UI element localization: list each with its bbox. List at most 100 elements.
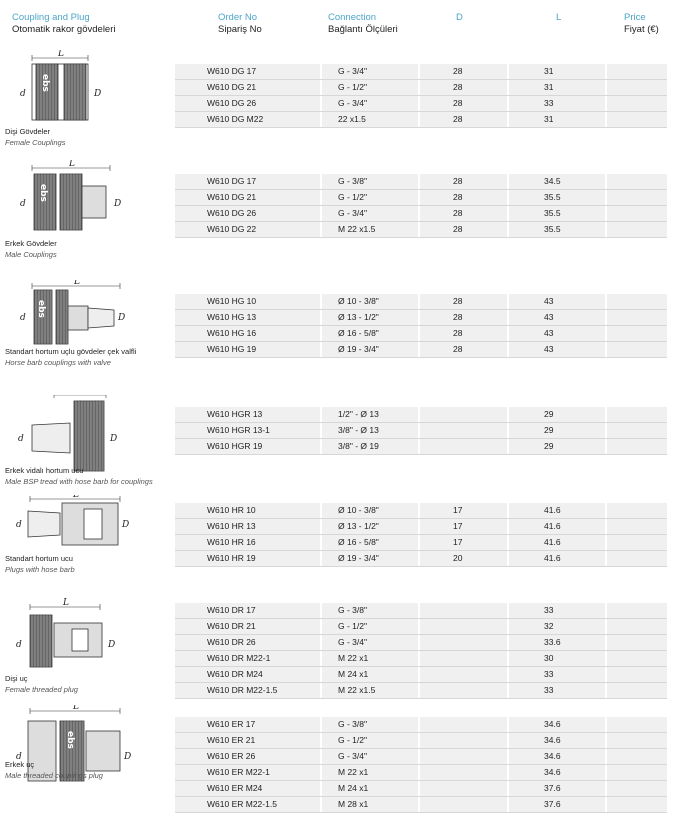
connection-cell: G - 3/8" — [338, 176, 367, 186]
l-cell: 35.5 — [544, 224, 561, 234]
diameter-cap-label: D — [117, 313, 125, 323]
d-cell: 28 — [453, 312, 463, 322]
order-no-cell: W610 HR 13 — [207, 521, 256, 531]
order-no-cell: W610 DG 21 — [207, 192, 257, 202]
column-divider — [320, 294, 322, 309]
column-divider — [418, 190, 420, 205]
product-rows: W610 DR 17 G - 3/8" 33 W610 DR 21 G - 1/2" 32… — [175, 603, 667, 699]
column-divider — [320, 190, 322, 205]
l-cell: 41.6 — [544, 521, 561, 531]
order-no-cell: W610 ER M24 — [207, 783, 263, 793]
column-divider — [507, 635, 509, 650]
column-divider — [418, 635, 420, 650]
column-divider — [320, 667, 322, 682]
order-no-cell: W610 HG 10 — [207, 296, 257, 306]
d-cell: 28 — [453, 114, 463, 124]
l-cell: 33 — [544, 685, 554, 695]
connection-cell: G - 3/8" — [338, 719, 367, 729]
column-divider — [418, 326, 420, 341]
column-divider — [605, 407, 607, 422]
length-dimension-label: L — [62, 598, 69, 608]
column-divider — [605, 503, 607, 518]
column-divider — [605, 619, 607, 634]
l-cell: 43 — [544, 328, 554, 338]
caption-tr: Standart hortum uçlu gövdeler çek valfli — [5, 347, 137, 356]
table-row: W610 DR M24 M 24 x1 33 — [175, 667, 667, 683]
column-divider — [418, 439, 420, 454]
table-row: W610 DG 21 G - 1/2" 28 35.5 — [175, 190, 667, 206]
order-no-cell: W610 HGR 13-1 — [207, 425, 270, 435]
column-divider — [320, 733, 322, 748]
l-cell: 34.6 — [544, 767, 561, 777]
column-divider — [507, 781, 509, 796]
connection-cell: M 24 x1 — [338, 783, 369, 793]
product-rows: W610 HGR 13 1/2" - Ø 13 29 W610 HGR 13-1 3/8… — [175, 407, 667, 455]
column-divider — [507, 503, 509, 518]
order-no-cell: W610 DG 26 — [207, 208, 257, 218]
header-product: Coupling and Plug Otomatik rakor gövdele… — [12, 12, 115, 36]
order-no-cell: W610 ER M22-1 — [207, 767, 270, 777]
product-caption: Erkek vidalı hortum ucu Male BSP tread wi… — [5, 465, 153, 487]
column-divider — [507, 619, 509, 634]
length-dimension-label: L — [72, 495, 79, 500]
column-divider — [418, 619, 420, 634]
connection-cell: M 22 x1.5 — [338, 224, 376, 234]
column-divider — [320, 519, 322, 534]
column-divider — [507, 80, 509, 95]
caption-en: Female Couplings — [5, 138, 66, 147]
column-divider — [605, 535, 607, 550]
column-divider — [605, 342, 607, 357]
column-divider — [507, 519, 509, 534]
l-cell: 34.5 — [544, 176, 561, 186]
d-cell: 17 — [453, 521, 463, 531]
diameter-label: d — [16, 752, 22, 762]
connection-cell: G - 3/4" — [338, 751, 367, 761]
caption-tr: Erkek uç — [5, 760, 35, 769]
order-no-cell: W610 HG 19 — [207, 344, 257, 354]
column-divider — [507, 535, 509, 550]
column-divider — [320, 635, 322, 650]
connection-cell: 1/2" - Ø 13 — [338, 409, 379, 419]
l-cell: 31 — [544, 114, 554, 124]
column-divider — [605, 326, 607, 341]
male-bsp-hose-barb-drawing: Ld D — [10, 395, 170, 505]
table-row: W610 DR 21 G - 1/2" 32 — [175, 619, 667, 635]
d-cell: 28 — [453, 66, 463, 76]
column-divider — [507, 749, 509, 764]
caption-en: Horse barb couplings with valve — [5, 358, 111, 367]
column-divider — [605, 96, 607, 111]
column-divider — [605, 294, 607, 309]
column-divider — [418, 80, 420, 95]
diameter-cap-label: D — [107, 640, 115, 650]
column-divider — [418, 519, 420, 534]
l-cell: 31 — [544, 82, 554, 92]
column-divider — [320, 96, 322, 111]
order-no-cell: W610 HG 16 — [207, 328, 257, 338]
column-divider — [507, 64, 509, 79]
column-divider — [507, 551, 509, 566]
connection-cell: 3/8" - Ø 13 — [338, 425, 379, 435]
column-divider — [320, 551, 322, 566]
table-row: W610 DR M22-1.5 M 22 x1.5 33 — [175, 683, 667, 699]
product-caption: Standart hortum ucu Plugs with hose barb — [5, 553, 75, 575]
caption-tr: Erkek vidalı hortum ucu — [5, 466, 84, 475]
connection-cell: Ø 16 - 5/8" — [338, 328, 379, 338]
table-row: W610 DG 26 G - 3/4" 28 35.5 — [175, 206, 667, 222]
column-divider — [418, 294, 420, 309]
l-cell: 35.5 — [544, 208, 561, 218]
column-divider — [320, 64, 322, 79]
table-row: W610 DG 17 G - 3/8" 28 34.5 — [175, 174, 667, 190]
column-divider — [605, 174, 607, 189]
product-rows: W610 HR 10 Ø 10 - 3/8" 17 41.6 W610 HR 13 Ø 1… — [175, 503, 667, 567]
connection-cell: G - 1/2" — [338, 735, 367, 745]
column-divider — [605, 310, 607, 325]
connection-cell: G - 3/8" — [338, 605, 367, 615]
header-price: Price Fiyat (€) — [624, 12, 659, 36]
column-divider — [507, 112, 509, 127]
product-caption: Standart hortum uçlu gövdeler çek valfli… — [5, 346, 136, 368]
